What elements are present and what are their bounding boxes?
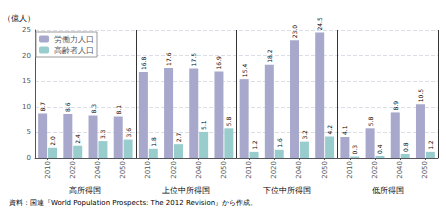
svg-text:5: 5: [27, 128, 31, 136]
svg-text:2020: 2020: [270, 161, 278, 179]
svg-text:5.1: 5.1: [200, 120, 207, 130]
svg-text:2040: 2040: [295, 161, 303, 179]
svg-text:2020: 2020: [69, 161, 77, 179]
svg-text:下位中所得国: 下位中所得国: [263, 186, 311, 195]
svg-text:17.5: 17.5: [190, 53, 197, 67]
svg-text:2010: 2010: [144, 161, 152, 179]
svg-text:2020: 2020: [371, 161, 379, 179]
svg-text:0: 0: [27, 154, 31, 162]
svg-text:8.6: 8.6: [64, 102, 71, 112]
svg-text:2050: 2050: [421, 161, 429, 179]
svg-text:労働力人口: 労働力人口: [54, 35, 94, 44]
svg-text:8.1: 8.1: [115, 105, 122, 115]
svg-text:1.2: 1.2: [427, 140, 434, 150]
svg-text:2020: 2020: [170, 161, 178, 179]
svg-text:高所得国: 高所得国: [69, 186, 101, 195]
svg-text:2040: 2040: [396, 161, 404, 179]
svg-text:0.4: 0.4: [376, 144, 383, 154]
svg-text:4.1: 4.1: [341, 125, 348, 135]
svg-text:20: 20: [22, 52, 31, 60]
svg-text:25: 25: [22, 26, 31, 34]
svg-text:24.5: 24.5: [316, 17, 323, 31]
svg-text:8.3: 8.3: [90, 104, 97, 114]
svg-text:2040: 2040: [94, 161, 102, 179]
svg-text:1.6: 1.6: [276, 138, 283, 148]
svg-text:5.8: 5.8: [225, 117, 232, 127]
svg-text:0.8: 0.8: [402, 142, 409, 152]
svg-text:1.8: 1.8: [150, 137, 157, 147]
svg-text:8.7: 8.7: [39, 102, 46, 112]
svg-text:2050: 2050: [220, 161, 228, 179]
svg-text:23.0: 23.0: [291, 25, 298, 39]
svg-text:2050: 2050: [321, 161, 329, 179]
svg-text:3.6: 3.6: [125, 128, 132, 138]
svg-text:2010: 2010: [245, 161, 253, 179]
svg-text:1.2: 1.2: [251, 140, 258, 150]
svg-text:16.8: 16.8: [140, 56, 147, 70]
svg-text:2040: 2040: [195, 161, 203, 179]
svg-text:2.0: 2.0: [49, 136, 56, 146]
svg-text:3.3: 3.3: [99, 129, 106, 139]
svg-text:上位中所得国: 上位中所得国: [162, 186, 210, 195]
svg-text:2010: 2010: [44, 161, 52, 179]
svg-text:（億人）: （億人）: [3, 14, 35, 23]
svg-text:10.5: 10.5: [417, 89, 424, 103]
svg-text:2050: 2050: [119, 161, 127, 179]
svg-text:8.9: 8.9: [392, 101, 399, 111]
svg-text:15.4: 15.4: [241, 64, 248, 78]
svg-text:4.2: 4.2: [326, 125, 333, 135]
svg-text:2.7: 2.7: [175, 132, 182, 142]
svg-text:0.3: 0.3: [351, 145, 358, 155]
svg-text:資料：国連『World Population Prospec: 資料：国連『World Population Prospects: The 20…: [9, 199, 257, 207]
svg-text:15: 15: [22, 77, 31, 85]
svg-text:低所得国: 低所得国: [372, 186, 404, 195]
svg-text:18.2: 18.2: [266, 49, 273, 63]
svg-text:2010: 2010: [346, 161, 354, 179]
svg-text:高齢者人口: 高齢者人口: [54, 46, 94, 55]
svg-text:17.6: 17.6: [165, 52, 172, 66]
svg-text:16.9: 16.9: [215, 56, 222, 70]
svg-text:10: 10: [22, 103, 31, 111]
svg-text:2.4: 2.4: [74, 134, 81, 144]
svg-text:3.2: 3.2: [301, 130, 308, 140]
svg-text:5.8: 5.8: [367, 117, 374, 127]
